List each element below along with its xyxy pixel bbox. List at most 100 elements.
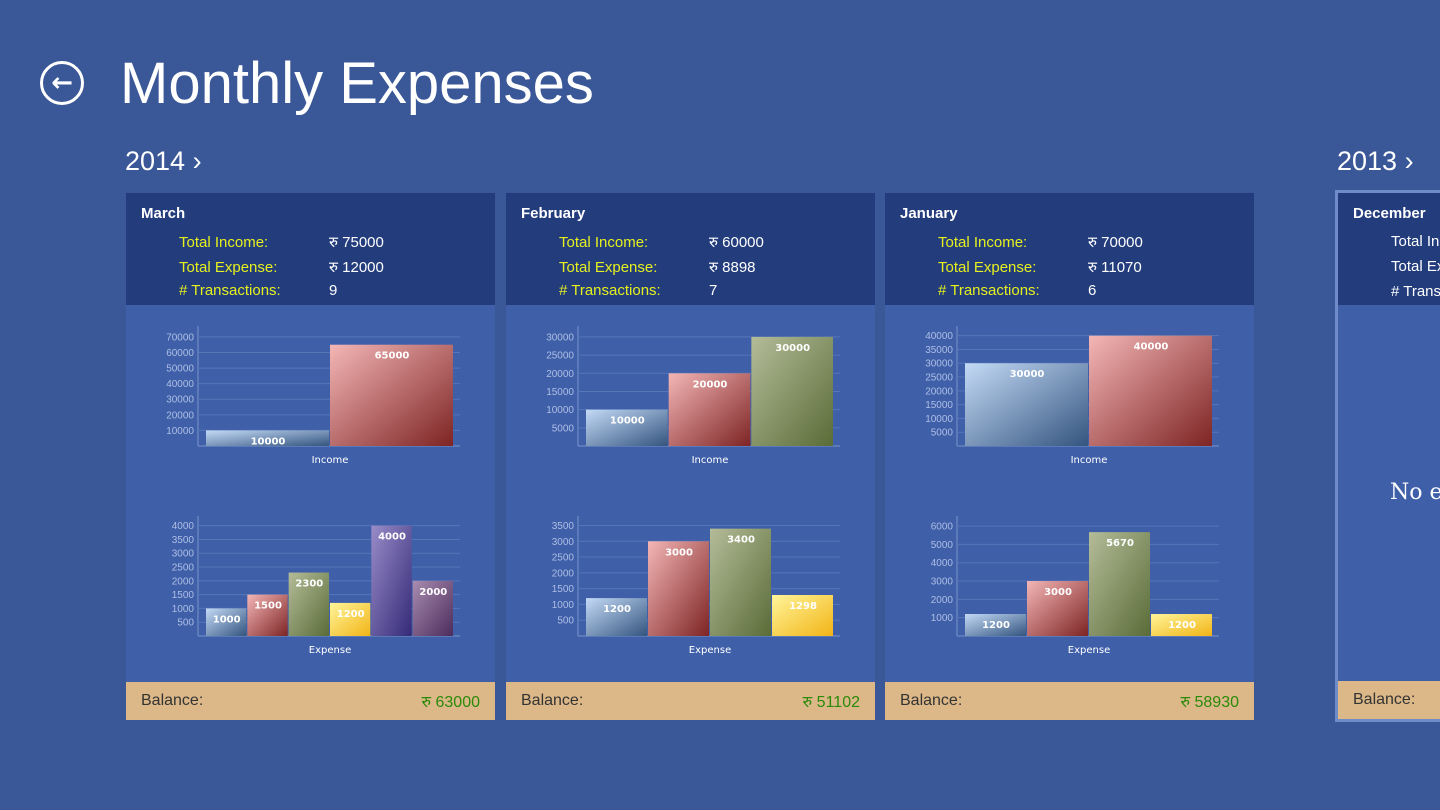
y-tick-label: 5000 bbox=[931, 428, 954, 439]
bar[interactable] bbox=[648, 541, 709, 636]
bar-value-label: 1000 bbox=[213, 614, 241, 625]
bar[interactable] bbox=[586, 409, 668, 446]
y-tick-label: 15000 bbox=[925, 400, 953, 411]
bar-value-label: 2300 bbox=[295, 579, 323, 590]
total-income-label: Total Income: bbox=[559, 234, 649, 251]
y-tick-label: 15000 bbox=[546, 387, 574, 398]
card-header: March Total Income: रु 75000 Total Expens… bbox=[126, 193, 495, 305]
y-tick-label: 5000 bbox=[552, 423, 575, 434]
transactions-value: 7 bbox=[709, 282, 718, 299]
y-tick-label: 1500 bbox=[172, 590, 195, 601]
balance-bar: Balance: रु 58930 bbox=[885, 682, 1254, 720]
x-axis-label: Expense bbox=[689, 645, 731, 656]
y-tick-label: 1000 bbox=[172, 604, 195, 615]
y-tick-label: 10000 bbox=[925, 414, 953, 425]
bar[interactable] bbox=[586, 598, 647, 636]
transactions-row: # Transactions: 6 bbox=[938, 282, 1096, 299]
y-tick-label: 4000 bbox=[931, 558, 954, 569]
income-label: Total In bbox=[1391, 233, 1440, 250]
group-header-2014[interactable]: 2014 › bbox=[125, 146, 202, 176]
bar-charts: 5000 10000 15000 20000 25000 30000 10000 20000 3… bbox=[546, 326, 840, 656]
month-name: February bbox=[521, 205, 586, 222]
bar[interactable] bbox=[288, 572, 329, 636]
month-card-january[interactable]: January Total Income: रु 70000 Total Expe… bbox=[885, 193, 1254, 720]
bar[interactable] bbox=[206, 430, 329, 446]
y-tick-label: 2000 bbox=[931, 595, 954, 606]
bar-value-label: 10000 bbox=[251, 436, 286, 447]
y-tick-label: 3000 bbox=[931, 577, 954, 588]
total-income-value: रु 70000 bbox=[1088, 234, 1143, 251]
bar[interactable] bbox=[751, 336, 833, 446]
bar-value-label: 3400 bbox=[727, 535, 755, 546]
bar[interactable] bbox=[668, 373, 751, 446]
transactions-label: # Transactions: bbox=[179, 282, 281, 299]
month-card-february[interactable]: February Total Income: रु 60000 Total Exp… bbox=[506, 193, 875, 720]
bar[interactable] bbox=[206, 608, 247, 636]
balance-bar: Balance: रु 51102 bbox=[506, 682, 875, 720]
group-header-2013[interactable]: 2013 › bbox=[1337, 146, 1414, 176]
total-expense-row: Total Expense: रु 12000 bbox=[179, 257, 384, 277]
total-income-row: Total Income: रु 60000 bbox=[559, 232, 764, 252]
total-income-value: रु 60000 bbox=[709, 234, 764, 251]
bar-value-label: 65000 bbox=[375, 351, 410, 362]
month-card-december[interactable]: December Total In Total Ex # Trans No e … bbox=[1335, 190, 1440, 722]
bar[interactable] bbox=[965, 363, 1088, 446]
card-header: January Total Income: रु 70000 Total Expe… bbox=[885, 193, 1254, 305]
y-tick-label: 10000 bbox=[166, 426, 194, 437]
page-title: Monthly Expenses bbox=[120, 51, 594, 116]
y-tick-label: 2000 bbox=[552, 568, 575, 579]
charts-area: 5000 10000 15000 20000 25000 30000 35000 40000 3… bbox=[885, 305, 1254, 682]
bar[interactable] bbox=[1089, 532, 1150, 636]
month-card-march[interactable]: March Total Income: रु 75000 Total Expens… bbox=[126, 193, 495, 720]
y-tick-label: 1000 bbox=[552, 600, 575, 611]
expense-label: Total Ex bbox=[1391, 258, 1440, 275]
y-tick-label: 3000 bbox=[172, 549, 195, 560]
balance-label: Balance: bbox=[1353, 691, 1416, 708]
bar[interactable] bbox=[247, 594, 288, 636]
bar-value-label: 3000 bbox=[1044, 587, 1072, 598]
y-tick-label: 20000 bbox=[546, 369, 574, 380]
balance-value: रु 63000 bbox=[421, 694, 480, 711]
x-axis-label: Expense bbox=[309, 645, 351, 656]
transactions-row: # Transactions: 9 bbox=[179, 282, 337, 299]
bar[interactable] bbox=[772, 595, 833, 636]
back-button[interactable]: ← bbox=[40, 61, 84, 105]
bar[interactable] bbox=[710, 528, 771, 636]
total-income-row: Total Income: रु 75000 bbox=[179, 232, 384, 252]
x-axis-label: Expense bbox=[1068, 645, 1110, 656]
y-tick-label: 6000 bbox=[931, 522, 954, 533]
bar[interactable] bbox=[412, 580, 453, 636]
y-tick-label: 30000 bbox=[546, 332, 574, 343]
bar-value-label: 4000 bbox=[378, 532, 406, 543]
y-tick-label: 30000 bbox=[925, 359, 953, 370]
month-name: January bbox=[900, 205, 958, 222]
month-name: December bbox=[1353, 205, 1426, 222]
y-tick-label: 60000 bbox=[166, 348, 194, 359]
bar-value-label: 5670 bbox=[1106, 538, 1134, 549]
y-tick-label: 3500 bbox=[552, 521, 575, 532]
y-tick-label: 2500 bbox=[552, 553, 575, 564]
total-income-label: Total Income: bbox=[179, 234, 269, 251]
bar[interactable] bbox=[371, 525, 412, 636]
y-tick-label: 3000 bbox=[552, 537, 575, 548]
transactions-label: # Transactions: bbox=[559, 282, 661, 299]
bar-value-label: 1298 bbox=[789, 601, 817, 612]
bar-charts: 5000 10000 15000 20000 25000 30000 35000 40000 3… bbox=[925, 326, 1219, 656]
bar[interactable] bbox=[1151, 614, 1212, 636]
bar[interactable] bbox=[1027, 581, 1088, 636]
transactions-label: # Transactions: bbox=[938, 282, 1040, 299]
bar-value-label: 10000 bbox=[610, 416, 645, 427]
bar[interactable] bbox=[330, 602, 371, 636]
card-header: February Total Income: रु 60000 Total Exp… bbox=[506, 193, 875, 305]
x-axis-label: Income bbox=[1071, 455, 1108, 466]
bar[interactable] bbox=[330, 344, 453, 446]
bar[interactable] bbox=[965, 614, 1026, 636]
y-tick-label: 50000 bbox=[166, 364, 194, 375]
bar[interactable] bbox=[1089, 335, 1212, 446]
x-axis-label: Income bbox=[312, 455, 349, 466]
total-income-label: Total Income: bbox=[938, 234, 1028, 251]
x-axis-label: Income bbox=[692, 455, 729, 466]
total-expense-label: Total Expense: bbox=[559, 259, 658, 276]
y-tick-label: 20000 bbox=[925, 386, 953, 397]
total-expense-row: Total Expense: रु 8898 bbox=[559, 257, 756, 277]
